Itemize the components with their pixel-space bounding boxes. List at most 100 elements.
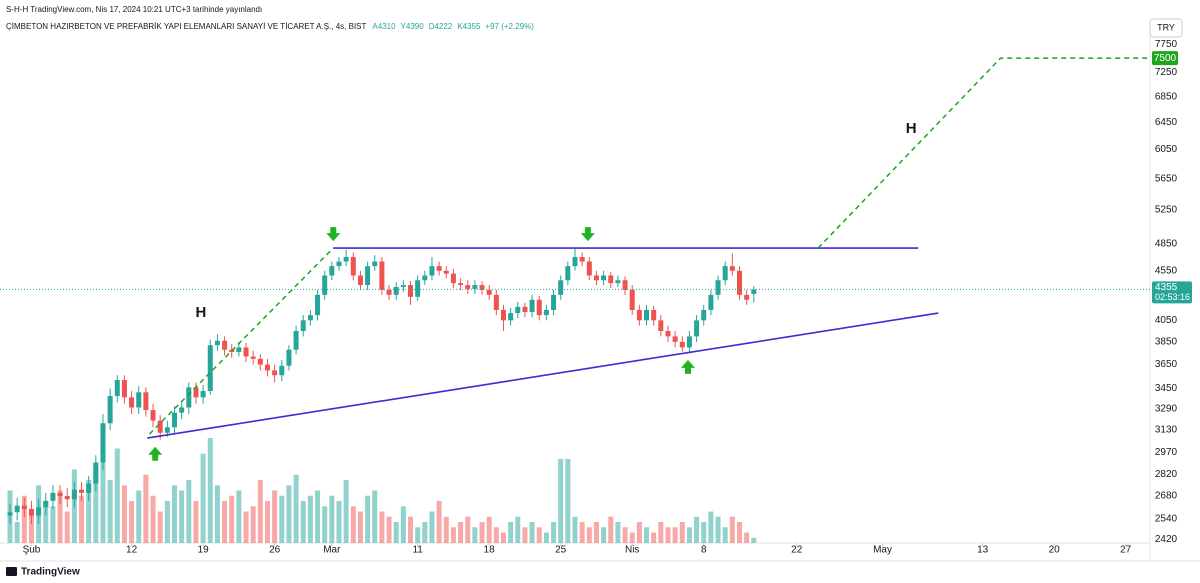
candle-body bbox=[222, 340, 228, 350]
volume-bar bbox=[107, 480, 113, 543]
volume-bar bbox=[443, 516, 449, 543]
candle-body bbox=[472, 285, 478, 289]
ohlc-value: +97 (+2.29%) bbox=[485, 22, 534, 31]
x-tick-label: May bbox=[873, 545, 892, 556]
volume-bar bbox=[493, 527, 499, 543]
volume-bar bbox=[365, 495, 371, 543]
y-tick-label: 6850 bbox=[1155, 91, 1178, 102]
ohlc-value: K4355 bbox=[457, 22, 481, 31]
volume-bar bbox=[79, 495, 85, 543]
volume-bar bbox=[515, 516, 521, 543]
candle-body bbox=[486, 289, 492, 295]
candle-body bbox=[536, 299, 542, 316]
candle-body bbox=[665, 330, 671, 337]
candle-body bbox=[415, 280, 421, 297]
y-tick-label: 3130 bbox=[1155, 425, 1178, 436]
candle-body bbox=[372, 261, 378, 267]
candle-body bbox=[500, 309, 506, 321]
candle-body bbox=[28, 508, 34, 516]
volume-bar bbox=[522, 527, 528, 543]
y-tick-label: 6450 bbox=[1155, 117, 1178, 128]
volume-bar bbox=[379, 511, 385, 543]
currency-box[interactable] bbox=[1149, 18, 1183, 38]
volume-bar bbox=[479, 522, 485, 543]
candle-body bbox=[729, 266, 735, 271]
volume-bar bbox=[286, 485, 292, 543]
volume-bar bbox=[43, 501, 49, 543]
legend: ÇİMBETON HAZIRBETON VE PREFABRİK YAPI EL… bbox=[6, 22, 534, 31]
volume-bar bbox=[179, 490, 185, 543]
volume-bar bbox=[729, 516, 735, 543]
candle-body bbox=[386, 289, 392, 295]
footer-brand: TradingView bbox=[21, 567, 80, 578]
candle-body bbox=[365, 266, 371, 286]
volume-bar bbox=[21, 495, 27, 543]
candle-body bbox=[157, 420, 163, 433]
volume-bar bbox=[651, 532, 657, 543]
volume-bar bbox=[543, 532, 549, 543]
x-tick-label: Mar bbox=[323, 545, 341, 556]
volume-bar bbox=[329, 495, 335, 543]
y-tick-label: 2420 bbox=[1155, 534, 1178, 545]
volume-bar bbox=[64, 511, 70, 543]
candle-body bbox=[644, 309, 650, 321]
pattern-label: H bbox=[906, 120, 917, 137]
target-price-label: 7500 bbox=[1154, 53, 1177, 64]
volume-bar bbox=[393, 522, 399, 543]
y-tick-label: 6050 bbox=[1155, 144, 1178, 155]
volume-bar bbox=[629, 532, 635, 543]
candle-body bbox=[558, 280, 564, 295]
currency[interactable]: TRY bbox=[1157, 22, 1175, 32]
candle-body bbox=[543, 309, 549, 316]
volume-bar bbox=[586, 527, 592, 543]
candle-body bbox=[408, 285, 414, 297]
volume-bar bbox=[93, 464, 99, 543]
volume-bar bbox=[644, 527, 650, 543]
trend-line bbox=[148, 247, 334, 435]
candle-body bbox=[443, 270, 449, 274]
candle-body bbox=[214, 340, 220, 346]
volume-bar bbox=[14, 522, 20, 543]
volume-bar bbox=[293, 474, 299, 543]
volume-bar bbox=[322, 506, 328, 543]
logo-mark bbox=[6, 567, 17, 576]
x-tick-label: 22 bbox=[791, 545, 803, 556]
candle-body bbox=[601, 275, 607, 281]
candle-body bbox=[243, 347, 249, 357]
candle-body bbox=[272, 370, 278, 376]
volume-bar bbox=[608, 516, 614, 543]
volume-bar bbox=[171, 485, 178, 543]
volume-bar bbox=[222, 501, 228, 543]
candle-body bbox=[708, 294, 714, 310]
volume-bar bbox=[636, 522, 642, 543]
footer-logo: TradingView bbox=[6, 567, 80, 578]
candle-body bbox=[86, 483, 92, 493]
x-tick-label: 18 bbox=[484, 545, 496, 556]
volume-bar bbox=[114, 448, 120, 543]
volume-bar bbox=[658, 522, 664, 543]
volume-bar bbox=[257, 480, 263, 543]
volume-bar bbox=[458, 522, 464, 543]
candle-body bbox=[751, 289, 757, 294]
candle-body bbox=[150, 410, 156, 421]
volume-bar bbox=[193, 501, 199, 543]
x-tick-label: 8 bbox=[701, 545, 707, 556]
candle-body bbox=[164, 427, 170, 433]
x-tick-label: 12 bbox=[126, 545, 138, 556]
volume-bar bbox=[551, 522, 557, 543]
volume-bar bbox=[86, 480, 92, 543]
volume-bar bbox=[736, 522, 742, 543]
volume-bar bbox=[57, 490, 63, 543]
volume-bar bbox=[408, 516, 414, 543]
volume-bar bbox=[436, 501, 442, 543]
candle-body bbox=[50, 492, 56, 501]
volume-bar bbox=[157, 511, 163, 543]
candle-body bbox=[350, 256, 356, 276]
chart-title: ÇİMBETON HAZIRBETON VE PREFABRİK YAPI EL… bbox=[6, 22, 367, 31]
volume-bar bbox=[572, 516, 578, 543]
candle-body bbox=[422, 275, 428, 281]
volume-bar bbox=[622, 527, 628, 543]
ohlc-value: Y4390 bbox=[401, 22, 425, 31]
